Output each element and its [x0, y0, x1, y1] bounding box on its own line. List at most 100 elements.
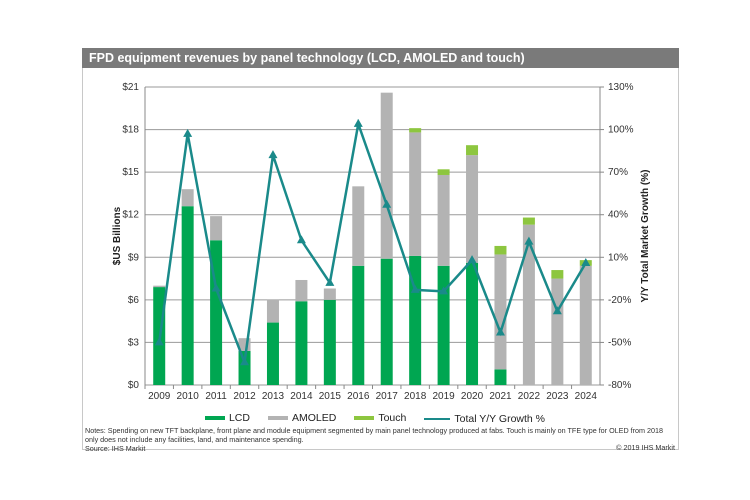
growth-point-2013 — [268, 150, 278, 159]
x-tick-label: 2023 — [546, 391, 569, 402]
growth-point-2015 — [325, 277, 335, 286]
bar-amoled-2011 — [210, 216, 223, 241]
bar-lcd-2015 — [323, 299, 336, 385]
legend-label: Total Y/Y Growth % — [454, 413, 546, 425]
bar-amoled-2022 — [522, 224, 535, 385]
chart-title: FPD equipment revenues by panel technolo… — [82, 48, 679, 68]
growth-point-2018 — [410, 284, 420, 293]
growth-point-2014 — [296, 235, 306, 244]
y-tick-label: $21 — [122, 82, 139, 93]
x-tick-label: 2015 — [319, 391, 342, 402]
legend: LCD AMOLED Touch Total Y/Y Growth % — [0, 411, 750, 425]
x-tick-label: 2022 — [518, 391, 541, 402]
x-tick-label: 2010 — [177, 391, 200, 402]
growth-point-2020 — [467, 255, 477, 264]
x-tick-label: 2017 — [376, 391, 399, 402]
growth-point-2009 — [154, 337, 164, 346]
bar-lcd-2021 — [494, 369, 507, 385]
x-tick-label: 2013 — [262, 391, 285, 402]
bar-lcd-2010 — [181, 206, 194, 385]
bar-amoled-2018 — [409, 132, 422, 256]
copyright: © 2019 IHS Markit — [616, 443, 675, 452]
bar-touch-2022 — [522, 217, 535, 225]
bar-amoled-2017 — [380, 92, 393, 259]
y2-tick-label: 100% — [608, 125, 634, 136]
legend-swatch — [204, 416, 225, 420]
bar-amoled-2021 — [494, 254, 507, 370]
bar-lcd-2014 — [295, 301, 308, 385]
growth-point-2016 — [353, 118, 363, 127]
x-tick-label: 2011 — [205, 391, 227, 402]
y2-tick-label: -50% — [608, 337, 631, 348]
legend-label: AMOLED — [291, 412, 337, 424]
notes: Notes: Spending on new TFT backplane, fr… — [85, 426, 675, 453]
y2-axis-label: Y/Y Total Market Growth (%) — [640, 170, 651, 303]
x-tick-label: 2019 — [432, 391, 455, 402]
legend-item: LCD — [204, 412, 250, 424]
growth-point-2017 — [382, 199, 392, 208]
bar-lcd-2012 — [238, 350, 251, 385]
x-tick-label: 2020 — [461, 391, 484, 402]
y2-tick-label: 10% — [608, 252, 628, 263]
bar-amoled-2023 — [551, 278, 564, 385]
y2-tick-label: -20% — [608, 295, 631, 306]
bar-amoled-2010 — [181, 189, 194, 207]
legend-swatch — [424, 418, 451, 420]
bar-touch-2020 — [466, 145, 479, 156]
growth-line — [157, 119, 587, 363]
growth-point-2021 — [495, 327, 505, 336]
y-tick-label: $15 — [122, 167, 139, 178]
bar-lcd-2013 — [266, 322, 279, 385]
bar-amoled-2020 — [466, 155, 479, 263]
y-tick-label: $3 — [128, 337, 140, 348]
y-tick-label: $9 — [128, 252, 140, 263]
bar-lcd-2020 — [466, 262, 479, 385]
x-tick-label: 2009 — [148, 391, 171, 402]
x-tick-label: 2018 — [404, 391, 427, 402]
bar-amoled-2009 — [153, 285, 166, 288]
y-tick-label: $18 — [122, 125, 139, 136]
growth-point-2022 — [524, 236, 534, 245]
growth-point-2019 — [439, 286, 449, 295]
bar-touch-2021 — [494, 245, 507, 255]
bar-touch-2018 — [409, 128, 422, 133]
bar-lcd-2018 — [409, 255, 422, 385]
y2-tick-label: 70% — [608, 167, 628, 178]
y-axis-label: $US Billions — [112, 206, 123, 265]
y-tick-label: $12 — [122, 210, 139, 221]
bar-lcd-2016 — [352, 265, 365, 385]
y2-tick-label: -80% — [608, 380, 631, 391]
y-tick-label: $0 — [128, 380, 140, 391]
y2-tick-label: 130% — [608, 82, 634, 93]
bar-lcd-2017 — [380, 258, 393, 385]
growth-point-2012 — [240, 357, 250, 366]
legend-item: Total Y/Y Growth % — [424, 413, 545, 425]
growth-point-2011 — [211, 283, 221, 292]
bar-amoled-2014 — [295, 279, 308, 302]
bar-touch-2023 — [551, 270, 564, 279]
legend-label: LCD — [228, 412, 250, 424]
x-tick-label: 2016 — [347, 391, 370, 402]
legend-item: AMOLED — [267, 412, 337, 424]
x-tick-label: 2021 — [489, 391, 512, 402]
legend-swatch — [267, 416, 288, 420]
legend-swatch — [354, 416, 375, 420]
source-text: Source: IHS Markit — [85, 444, 146, 453]
bar-amoled-2013 — [266, 299, 279, 323]
bar-touch-2019 — [437, 169, 450, 175]
growth-point-2010 — [183, 128, 193, 137]
legend-item: Touch — [354, 412, 406, 424]
legend-label: Touch — [378, 412, 407, 424]
bar-amoled-2016 — [352, 186, 365, 266]
bar-amoled-2024 — [579, 265, 592, 385]
growth-point-2024 — [581, 257, 591, 266]
y2-tick-label: 40% — [608, 210, 628, 221]
x-tick-label: 2024 — [575, 391, 598, 402]
bar-lcd-2019 — [437, 265, 450, 385]
bar-amoled-2015 — [323, 288, 336, 300]
y-tick-label: $6 — [128, 295, 140, 306]
x-tick-label: 2014 — [290, 391, 313, 402]
bar-amoled-2019 — [437, 174, 450, 266]
notes-text: Notes: Spending on new TFT backplane, fr… — [85, 426, 664, 444]
